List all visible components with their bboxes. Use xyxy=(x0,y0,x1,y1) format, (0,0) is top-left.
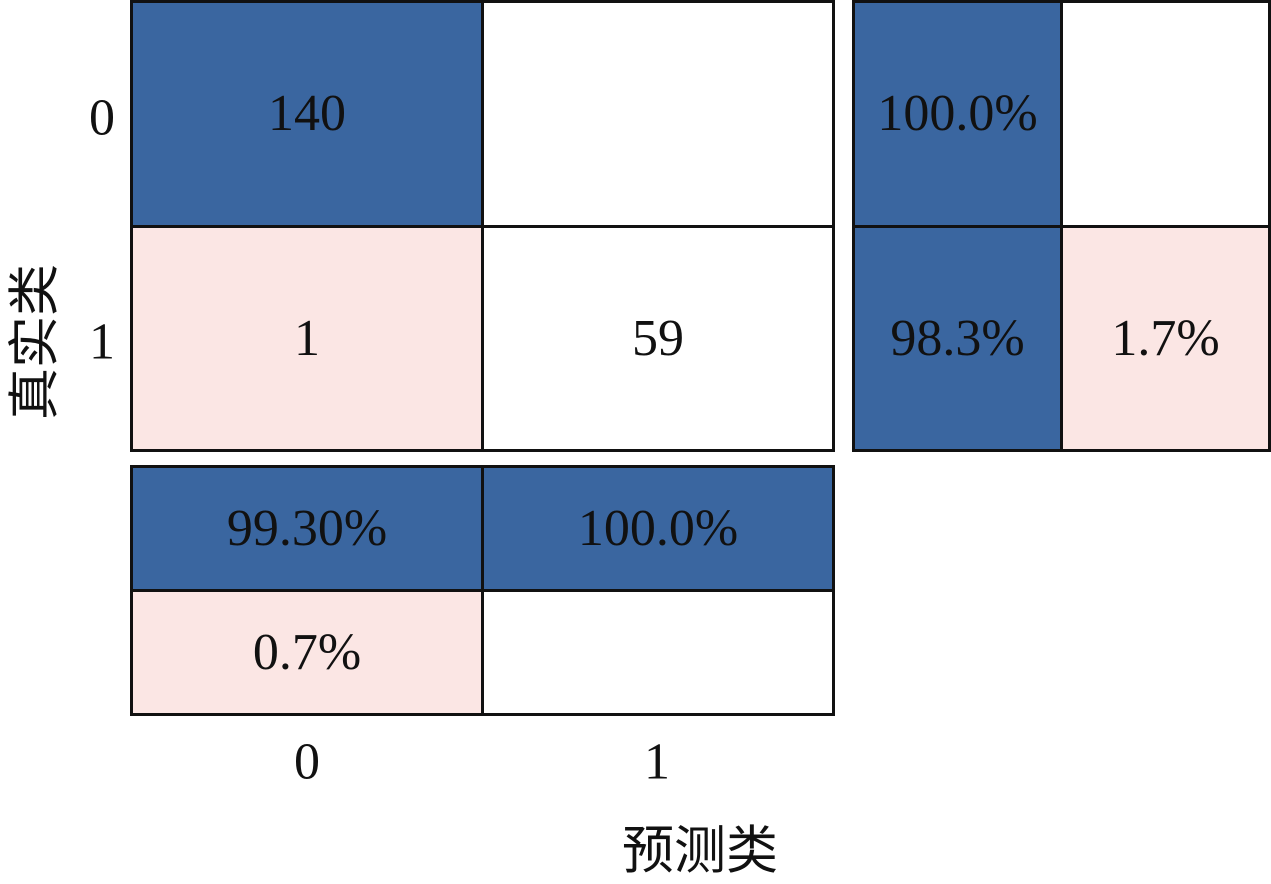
row-summary-cell: 100.0% xyxy=(855,3,1060,225)
confusion-matrix: 140 1 59 xyxy=(130,0,835,452)
row-summary-cell: 98.3% xyxy=(855,227,1060,449)
y-axis-label: 真实类 xyxy=(7,263,65,421)
row-summary: 100.0% 98.3% 1.7% xyxy=(852,0,1271,452)
column-summary-cell xyxy=(484,592,832,713)
x-tick-label: 0 xyxy=(294,733,320,791)
row-summary-cell xyxy=(1063,3,1268,225)
column-summary-cell: 100.0% xyxy=(484,468,832,589)
column-summary: 99.30% 100.0% 0.7% xyxy=(130,465,835,716)
x-axis-label: 预测类 xyxy=(621,823,779,881)
column-summary-cell: 0.7% xyxy=(133,592,481,713)
matrix-cell: 59 xyxy=(484,227,832,449)
y-tick-label: 0 xyxy=(89,89,115,147)
y-tick-label: 1 xyxy=(89,313,115,371)
row-summary-cell: 1.7% xyxy=(1063,227,1268,449)
matrix-cell: 1 xyxy=(133,227,481,449)
column-summary-cell: 99.30% xyxy=(133,468,481,589)
x-tick-label: 1 xyxy=(644,733,670,791)
matrix-cell: 140 xyxy=(133,3,481,225)
matrix-cell xyxy=(484,3,832,225)
